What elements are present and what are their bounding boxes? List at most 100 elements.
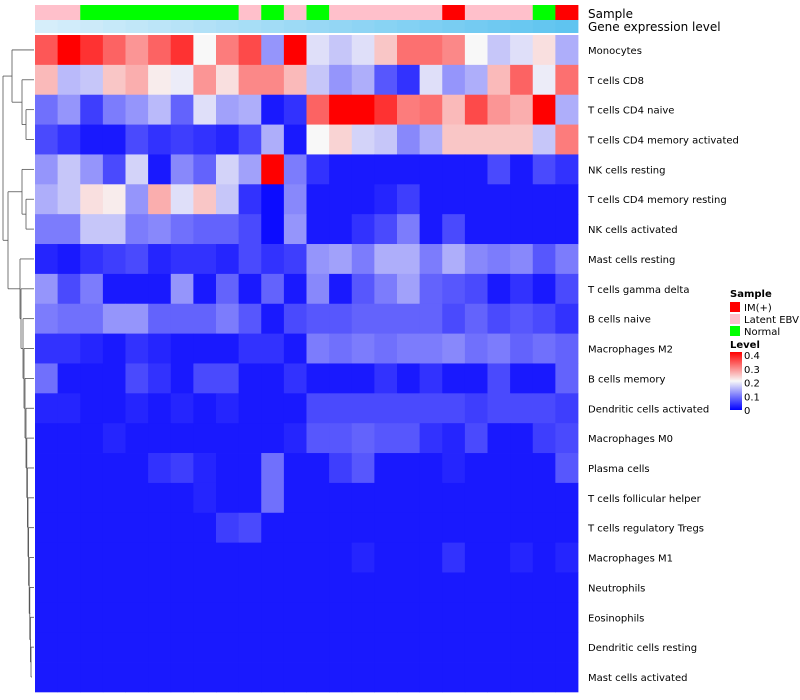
legend-swatch — [730, 302, 740, 312]
heatmap-cell — [125, 572, 149, 603]
legend-swatch — [730, 326, 740, 336]
heatmap-cell — [238, 512, 262, 544]
heatmap-cell — [532, 423, 556, 454]
heatmap-cell — [442, 572, 466, 603]
heatmap-cell — [125, 423, 149, 454]
heatmap-cell — [216, 214, 240, 245]
heatmap-cell — [193, 273, 217, 305]
heatmap-cell — [148, 124, 172, 155]
heatmap-cell — [510, 662, 534, 693]
heatmap-cell — [306, 333, 330, 364]
heatmap-cell — [374, 453, 398, 484]
heatmap-cell — [329, 542, 353, 573]
heatmap-cell — [238, 572, 262, 603]
heatmap-cell — [306, 423, 330, 454]
heatmap-cell — [555, 482, 579, 514]
heatmap-cell — [351, 602, 375, 633]
sample-annotation-cell — [35, 5, 59, 20]
heatmap-cell — [464, 423, 488, 454]
heatmap-cell — [238, 273, 262, 305]
heatmap-cell — [351, 184, 375, 215]
row-label: T cells CD8 — [587, 76, 644, 87]
heatmap-cell — [487, 124, 511, 155]
heatmap-cell — [170, 64, 194, 96]
heatmap-cell — [102, 94, 126, 125]
heatmap-cell — [464, 214, 488, 245]
heatmap-cell — [397, 124, 421, 155]
heatmap-cell — [532, 572, 556, 603]
heatmap-cell — [555, 423, 579, 454]
heatmap-cell — [532, 273, 556, 305]
heatmap-cell — [306, 184, 330, 215]
heatmap-cell — [555, 184, 579, 215]
heatmap-cell — [442, 363, 466, 394]
heatmap-cell — [532, 214, 556, 245]
heatmap-cell — [170, 244, 194, 275]
heatmap-cell — [442, 303, 466, 334]
sample-annotation-cell — [125, 5, 149, 20]
sample-annotation-cell — [216, 5, 240, 20]
heatmap-cell — [125, 632, 149, 663]
heatmap-cell — [170, 632, 194, 663]
heatmap-cell — [283, 512, 307, 544]
heatmap-cell — [125, 184, 149, 215]
heatmap-cell — [170, 453, 194, 484]
heatmap-cell — [532, 482, 556, 514]
heatmap-cell — [57, 333, 81, 364]
heatmap-cell — [329, 94, 353, 125]
heatmap-cell — [125, 214, 149, 245]
heatmap-cell — [57, 35, 81, 66]
heatmap-cell — [374, 512, 398, 544]
heatmap-cell — [80, 423, 104, 454]
heatmap-cell — [216, 244, 240, 275]
heatmap-cell — [57, 512, 81, 544]
heatmap-cell — [283, 482, 307, 514]
heatmap-cell — [351, 512, 375, 544]
heatmap-cell — [397, 482, 421, 514]
heatmap-cell — [148, 154, 172, 185]
heatmap-cell — [80, 333, 104, 364]
heatmap-cell — [329, 214, 353, 245]
heatmap-cell — [464, 124, 488, 155]
heatmap-cell — [283, 64, 307, 96]
heatmap-cell — [35, 363, 59, 394]
heatmap-cell — [487, 303, 511, 334]
heatmap-cell — [419, 542, 443, 573]
heatmap-cell — [148, 453, 172, 484]
heatmap-cell — [170, 333, 194, 364]
heatmap-cell — [261, 572, 285, 603]
heatmap-cell — [442, 154, 466, 185]
heatmap-cell — [102, 303, 126, 334]
heatmap-cell — [261, 154, 285, 185]
heatmap-cell — [193, 453, 217, 484]
heatmap-cell — [102, 662, 126, 693]
heatmap-cell — [35, 632, 59, 663]
heatmap-cell — [125, 333, 149, 364]
heatmap-cell — [306, 542, 330, 573]
heatmap-cell — [555, 303, 579, 334]
heatmap-cell — [261, 64, 285, 96]
heatmap-cell — [464, 363, 488, 394]
heatmap-cell — [555, 94, 579, 125]
heatmap-cell — [35, 423, 59, 454]
heatmap-cell — [487, 542, 511, 573]
row-label: T cells gamma delta — [587, 285, 689, 296]
heatmap-cell — [464, 393, 488, 424]
heatmap-cell — [532, 35, 556, 66]
heatmap-cell — [80, 572, 104, 603]
heatmap-cell — [57, 214, 81, 245]
heatmap-cell — [102, 154, 126, 185]
heatmap-cell — [306, 393, 330, 424]
heatmap-cell — [216, 64, 240, 96]
heatmap-cell — [306, 244, 330, 275]
heatmap-cell — [283, 393, 307, 424]
heatmap-cell — [464, 512, 488, 544]
heatmap-cell — [238, 453, 262, 484]
heatmap-cell — [125, 154, 149, 185]
heatmap-cell — [464, 572, 488, 603]
expression-annotation-cell — [329, 20, 353, 33]
heatmap-cell — [532, 363, 556, 394]
heatmap-cell — [57, 572, 81, 603]
heatmap-cell — [374, 244, 398, 275]
heatmap-cell — [487, 94, 511, 125]
